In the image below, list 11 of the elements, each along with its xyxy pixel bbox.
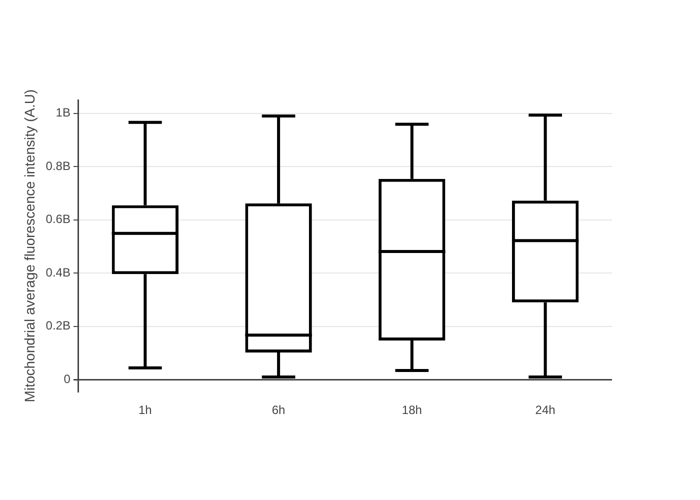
y-axis-title: Mitochondrial average fluorescence intensity (A.U)	[21, 89, 38, 402]
x-tick-label: 6h	[272, 403, 286, 418]
y-tick-label: 0.4B	[46, 265, 70, 280]
y-tick-label: 1B	[56, 106, 70, 120]
y-tick-label: 0	[64, 372, 71, 386]
y-tick-label: 0.8B	[46, 158, 70, 173]
y-tick-label: 0.2B	[46, 318, 70, 333]
y-tick-label: 0.6B	[46, 212, 70, 226]
x-tick-label: 18h	[402, 403, 422, 418]
x-tick-label: 24h	[535, 403, 556, 418]
x-tick-label: 1h	[138, 403, 152, 418]
